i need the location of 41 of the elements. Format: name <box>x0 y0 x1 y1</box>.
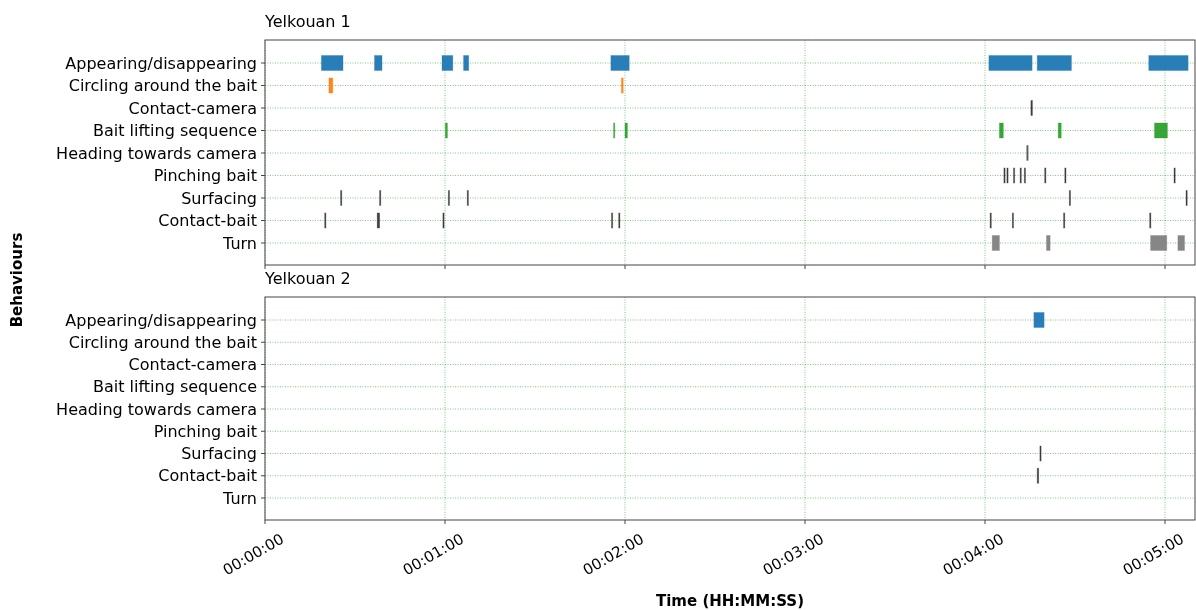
bar <box>463 55 470 71</box>
y-tick-label: Pinching bait <box>153 421 257 441</box>
bar <box>1154 122 1168 139</box>
y-tick-label: Appearing/disappearing <box>65 53 257 73</box>
y-tick-label: Heading towards camera <box>56 143 257 163</box>
y-tick-label: Surfacing <box>181 188 257 208</box>
bar <box>624 122 628 139</box>
bar <box>441 55 454 71</box>
y-tick-label: Bait lifting sequence <box>92 377 257 397</box>
chart-title: Yelkouan 1 <box>264 12 351 31</box>
bar <box>374 55 383 71</box>
bar <box>1057 122 1062 139</box>
y-tick-label: Heading towards camera <box>56 399 257 419</box>
bar <box>444 122 448 139</box>
y-tick-label: Turn <box>222 488 257 508</box>
y-axis-title: Behaviours <box>8 232 26 328</box>
bar <box>1046 235 1051 251</box>
bar <box>1148 55 1189 71</box>
y-tick-label: Contact-camera <box>128 98 257 118</box>
bar <box>999 122 1004 139</box>
bar <box>1036 55 1072 71</box>
bar <box>991 235 1000 251</box>
y-tick-label: Turn <box>222 233 257 253</box>
bar <box>1150 235 1168 251</box>
y-tick-label: Appearing/disappearing <box>65 310 257 330</box>
y-tick-label: Contact-camera <box>128 355 257 375</box>
chart-title: Yelkouan 2 <box>264 269 351 288</box>
bar <box>376 212 380 229</box>
bar <box>988 55 1033 71</box>
y-tick-label: Contact-bait <box>158 466 257 486</box>
y-tick-label: Surfacing <box>181 444 257 464</box>
y-tick-label: Pinching bait <box>153 166 257 186</box>
bar <box>1177 235 1185 251</box>
y-tick-label: Contact-bait <box>158 211 257 231</box>
bar <box>321 55 344 71</box>
y-tick-label: Circling around the bait <box>68 76 257 96</box>
y-tick-label: Circling around the bait <box>68 332 257 352</box>
bar <box>328 77 334 94</box>
x-axis-title: Time (HH:MM:SS) <box>655 592 805 610</box>
y-tick-label: Bait lifting sequence <box>92 121 257 141</box>
bar <box>610 55 630 71</box>
